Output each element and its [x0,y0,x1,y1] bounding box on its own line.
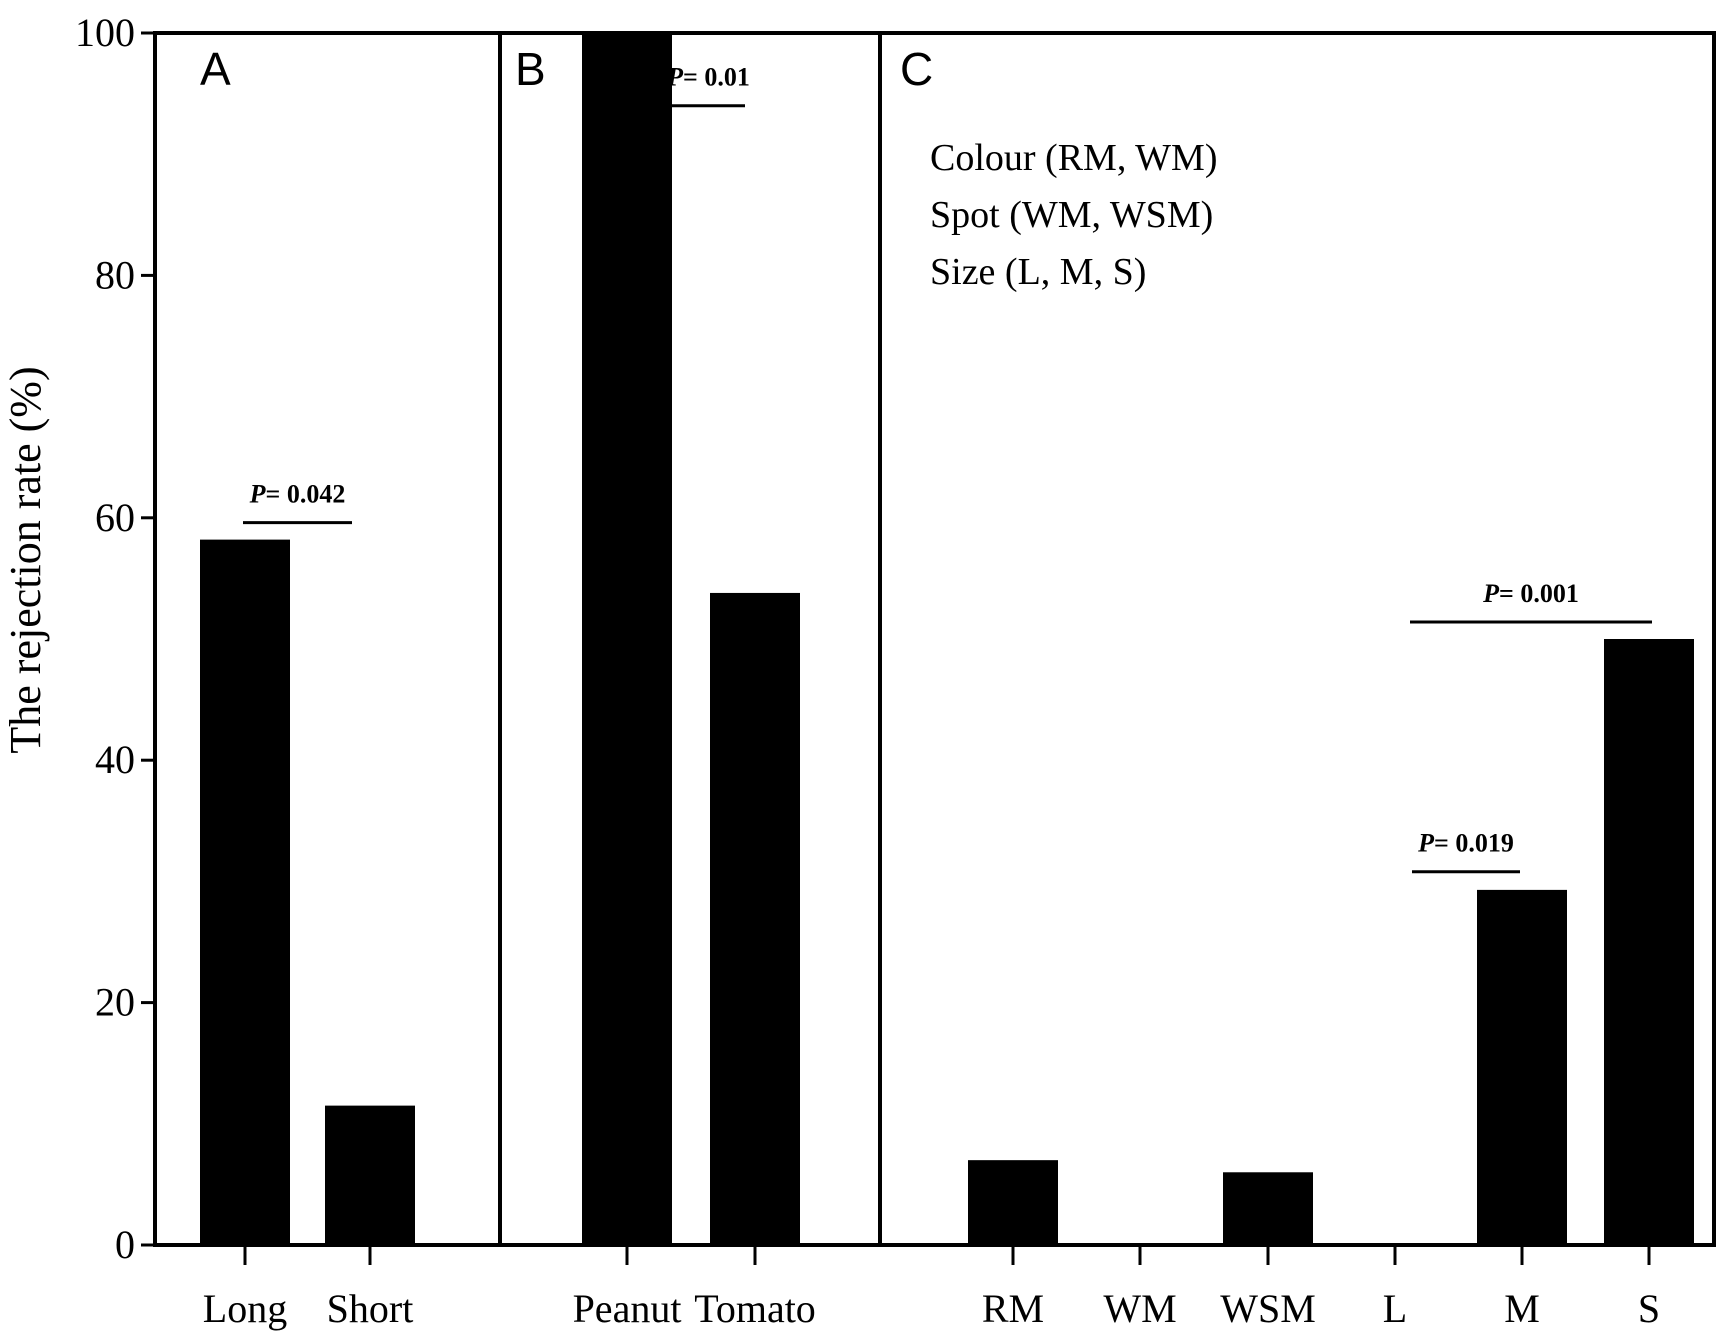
category-label-m: M [1504,1286,1540,1331]
annotations-group: P= 0.042 P= 0.01 P= 0.019 P= 0.001 [243,63,1652,874]
y-tick-label: 100 [75,10,135,55]
category-label-peanut: Peanut [573,1286,682,1331]
category-label-long: Long [203,1286,287,1331]
x-axis-labels: Long Short Peanut Tomato RM WM WSM L M S [203,1245,1660,1331]
y-tick-label: 20 [95,980,135,1025]
bar-rm [968,1160,1058,1245]
bar-tomato [710,592,800,1245]
panel-labels: A B C [200,43,933,95]
bar-peanut [582,33,672,1245]
y-tick-label: 0 [115,1222,135,1267]
legend-line: Colour (RM, WM) [930,137,1217,179]
panel-label-b: B [515,43,546,95]
category-label-l: L [1383,1286,1407,1331]
y-tick-label: 40 [95,737,135,782]
y-axis: 0 20 40 60 80 100 [75,10,155,1267]
category-label-tomato: Tomato [694,1286,816,1331]
p-value-label: P= 0.01 [666,63,750,92]
plot-frame [153,31,1716,1247]
panel-label-a: A [200,43,231,95]
bars-group [200,33,1694,1245]
p-value-label: P= 0.001 [1482,579,1579,608]
category-label-wm: WM [1103,1286,1176,1331]
bar-long [200,539,290,1245]
y-tick-label: 80 [95,252,135,297]
p-value-label: P= 0.019 [1417,829,1514,858]
y-tick-label: 60 [95,495,135,540]
plot-border [153,31,1716,1247]
legend-line: Size (L, M, S) [930,251,1146,293]
bar-short [325,1105,415,1245]
bar-wsm [1223,1172,1313,1245]
bar-s [1604,639,1694,1245]
y-axis-label: The rejection rate (%) [1,366,50,753]
category-label-rm: RM [982,1286,1044,1331]
bar-m [1477,889,1567,1245]
panel-label-c: C [900,43,933,95]
category-label-short: Short [327,1286,414,1331]
category-label-wsm: WSM [1220,1286,1316,1331]
p-value-label: P= 0.042 [249,480,346,509]
category-label-s: S [1638,1286,1660,1331]
panel-c-legend: Colour (RM, WM) Spot (WM, WSM) Size (L, M,… [930,137,1217,293]
legend-line: Spot (WM, WSM) [930,194,1213,236]
